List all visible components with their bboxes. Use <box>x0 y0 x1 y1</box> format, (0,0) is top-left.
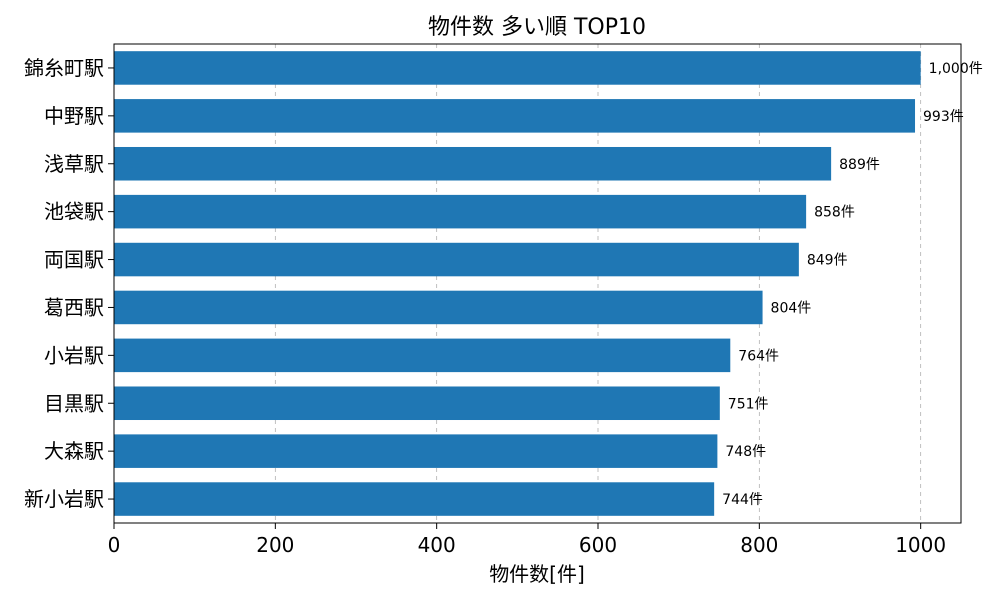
category-label: 目黒駅 <box>44 391 104 415</box>
bar <box>114 434 718 468</box>
bar-value-label: 849件 <box>807 253 848 269</box>
bar-value-label: 804件 <box>771 300 812 316</box>
bar-value-label: 748件 <box>725 444 766 460</box>
category-label: 葛西駅 <box>44 295 104 319</box>
category-label: 両国駅 <box>44 248 104 272</box>
x-axis-label: 物件数[件] <box>489 562 585 586</box>
x-tick-label: 800 <box>740 533 778 557</box>
bar-value-label: 744件 <box>722 492 763 508</box>
x-tick-label: 400 <box>418 533 456 557</box>
bar <box>114 194 807 229</box>
axes-frame <box>113 43 962 524</box>
bars <box>114 51 921 516</box>
bar <box>114 290 763 325</box>
category-label: 小岩駅 <box>44 343 104 367</box>
x-tick-label: 600 <box>579 533 617 557</box>
category-label: 池袋駅 <box>44 200 104 224</box>
category-label: 錦糸町駅 <box>24 56 104 80</box>
bar <box>114 242 799 277</box>
bar-value-label: 889件 <box>839 157 880 173</box>
bar-value-label: 993件 <box>923 109 964 125</box>
bar <box>114 146 832 181</box>
bar-value-label: 751件 <box>728 396 769 412</box>
category-label: 中野駅 <box>44 104 104 128</box>
chart-title: 物件数 多い順 TOP10 <box>428 15 646 40</box>
bar <box>114 338 731 373</box>
x-ticks: 0 200 400 600 800 1000 <box>108 523 946 557</box>
bar <box>114 386 720 421</box>
category-label: 浅草駅 <box>44 152 104 176</box>
bar-value-label: 1,000件 <box>929 61 983 77</box>
x-tick-label: 200 <box>256 533 294 557</box>
x-tick-label: 0 <box>108 533 121 557</box>
bar-value-label: 858件 <box>814 205 855 221</box>
category-label: 新小岩駅 <box>24 487 104 511</box>
category-label: 大森駅 <box>44 439 104 463</box>
bar-value-label: 764件 <box>738 348 779 364</box>
x-tick-label: 1000 <box>895 533 946 557</box>
data-labels: 1,000件 993件 889件 858件 849件 804件 764件 751件 748件 74… <box>722 61 983 508</box>
bar <box>114 482 715 516</box>
bar <box>114 51 921 85</box>
bar <box>114 99 916 133</box>
